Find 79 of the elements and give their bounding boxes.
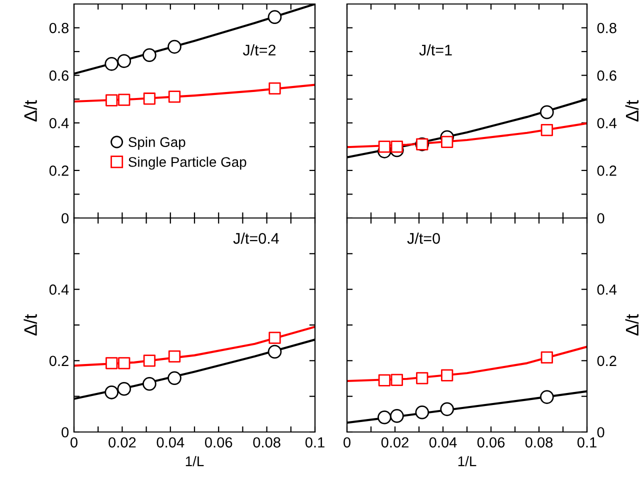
point bbox=[143, 92, 156, 105]
y-tick-label: 0.8 bbox=[597, 22, 616, 34]
point bbox=[117, 54, 132, 68]
legend-label: Spin Gap bbox=[128, 136, 186, 150]
point bbox=[390, 140, 403, 153]
point bbox=[168, 40, 182, 54]
point bbox=[268, 332, 281, 344]
point bbox=[106, 357, 118, 370]
point bbox=[441, 369, 454, 382]
x-tick-label: 0.08 bbox=[253, 437, 280, 448]
x-tick-label: 0.1 bbox=[577, 437, 596, 448]
x-axis-title: 1/L bbox=[458, 456, 476, 466]
y-tick-label: 0.2 bbox=[597, 356, 616, 366]
x-tick-label: 0.04 bbox=[156, 437, 184, 448]
point bbox=[104, 386, 118, 400]
point bbox=[106, 94, 118, 106]
x-tick-label: 0.04 bbox=[429, 437, 457, 448]
point bbox=[268, 10, 282, 24]
point bbox=[118, 357, 130, 370]
point bbox=[441, 136, 454, 148]
y-tick-label: 0.4 bbox=[597, 118, 617, 128]
x-tick-label: 0 bbox=[344, 437, 350, 448]
point bbox=[540, 351, 553, 364]
y-tick-label: 0.4 bbox=[49, 118, 69, 128]
point bbox=[440, 402, 454, 416]
annotation: J/t=0.4 bbox=[233, 232, 279, 244]
point bbox=[268, 344, 282, 359]
y-tick-label: 0 bbox=[597, 427, 604, 438]
x-tick-label: 0.06 bbox=[204, 437, 232, 448]
point bbox=[104, 57, 118, 71]
y-axis-title: Δ/t bbox=[625, 314, 639, 336]
x-tick-label: 0.02 bbox=[381, 437, 408, 448]
point bbox=[540, 390, 554, 404]
x-tick-label: 0.02 bbox=[108, 437, 136, 448]
line-series bbox=[347, 346, 587, 382]
point bbox=[415, 405, 430, 420]
x-tick-label: 0.1 bbox=[305, 437, 324, 448]
x-tick-label: 0.08 bbox=[525, 437, 553, 448]
y-tick-label: 0.2 bbox=[49, 356, 68, 366]
annotation: J/t=0 bbox=[407, 232, 440, 244]
y-axis-title: Δ/t bbox=[24, 100, 37, 122]
y-tick-label: 0.4 bbox=[597, 284, 617, 295]
point bbox=[168, 371, 182, 386]
point bbox=[378, 140, 391, 153]
y-tick-label: 0 bbox=[62, 427, 69, 438]
y-tick-label: 0.6 bbox=[597, 70, 616, 81]
line-series bbox=[74, 84, 315, 103]
line-series bbox=[74, 326, 315, 367]
point bbox=[416, 372, 428, 384]
point bbox=[390, 374, 403, 386]
point bbox=[118, 94, 130, 106]
point bbox=[168, 90, 181, 103]
x-tick-label: 0 bbox=[70, 437, 78, 448]
y-tick-label: 0.6 bbox=[49, 70, 68, 81]
y-axis-title: Δ/t bbox=[625, 100, 639, 122]
annotation: J/t=2 bbox=[242, 44, 276, 56]
x-tick-label: 0.06 bbox=[477, 437, 505, 448]
point bbox=[540, 105, 554, 120]
point bbox=[117, 382, 132, 396]
point bbox=[378, 374, 391, 386]
y-tick-label: 0.8 bbox=[49, 22, 69, 34]
point bbox=[378, 410, 392, 424]
y-tick-label: 0 bbox=[597, 213, 604, 224]
annotation: J/t=1 bbox=[419, 44, 452, 56]
y-axis-title: Δ/t bbox=[24, 314, 37, 336]
y-tick-label: 0.2 bbox=[597, 166, 616, 176]
point bbox=[168, 350, 181, 362]
point bbox=[142, 376, 156, 391]
x-axis-title: 1/L bbox=[186, 456, 204, 466]
y-tick-label: 0.4 bbox=[49, 284, 69, 295]
point bbox=[142, 48, 156, 62]
legend-label: Single Particle Gap bbox=[128, 156, 246, 170]
point bbox=[268, 82, 281, 94]
point bbox=[540, 124, 553, 136]
y-tick-label: 0.2 bbox=[49, 166, 68, 176]
point bbox=[143, 354, 156, 367]
y-tick-label: 0 bbox=[62, 213, 69, 224]
point bbox=[390, 409, 404, 423]
line-series bbox=[347, 122, 587, 148]
